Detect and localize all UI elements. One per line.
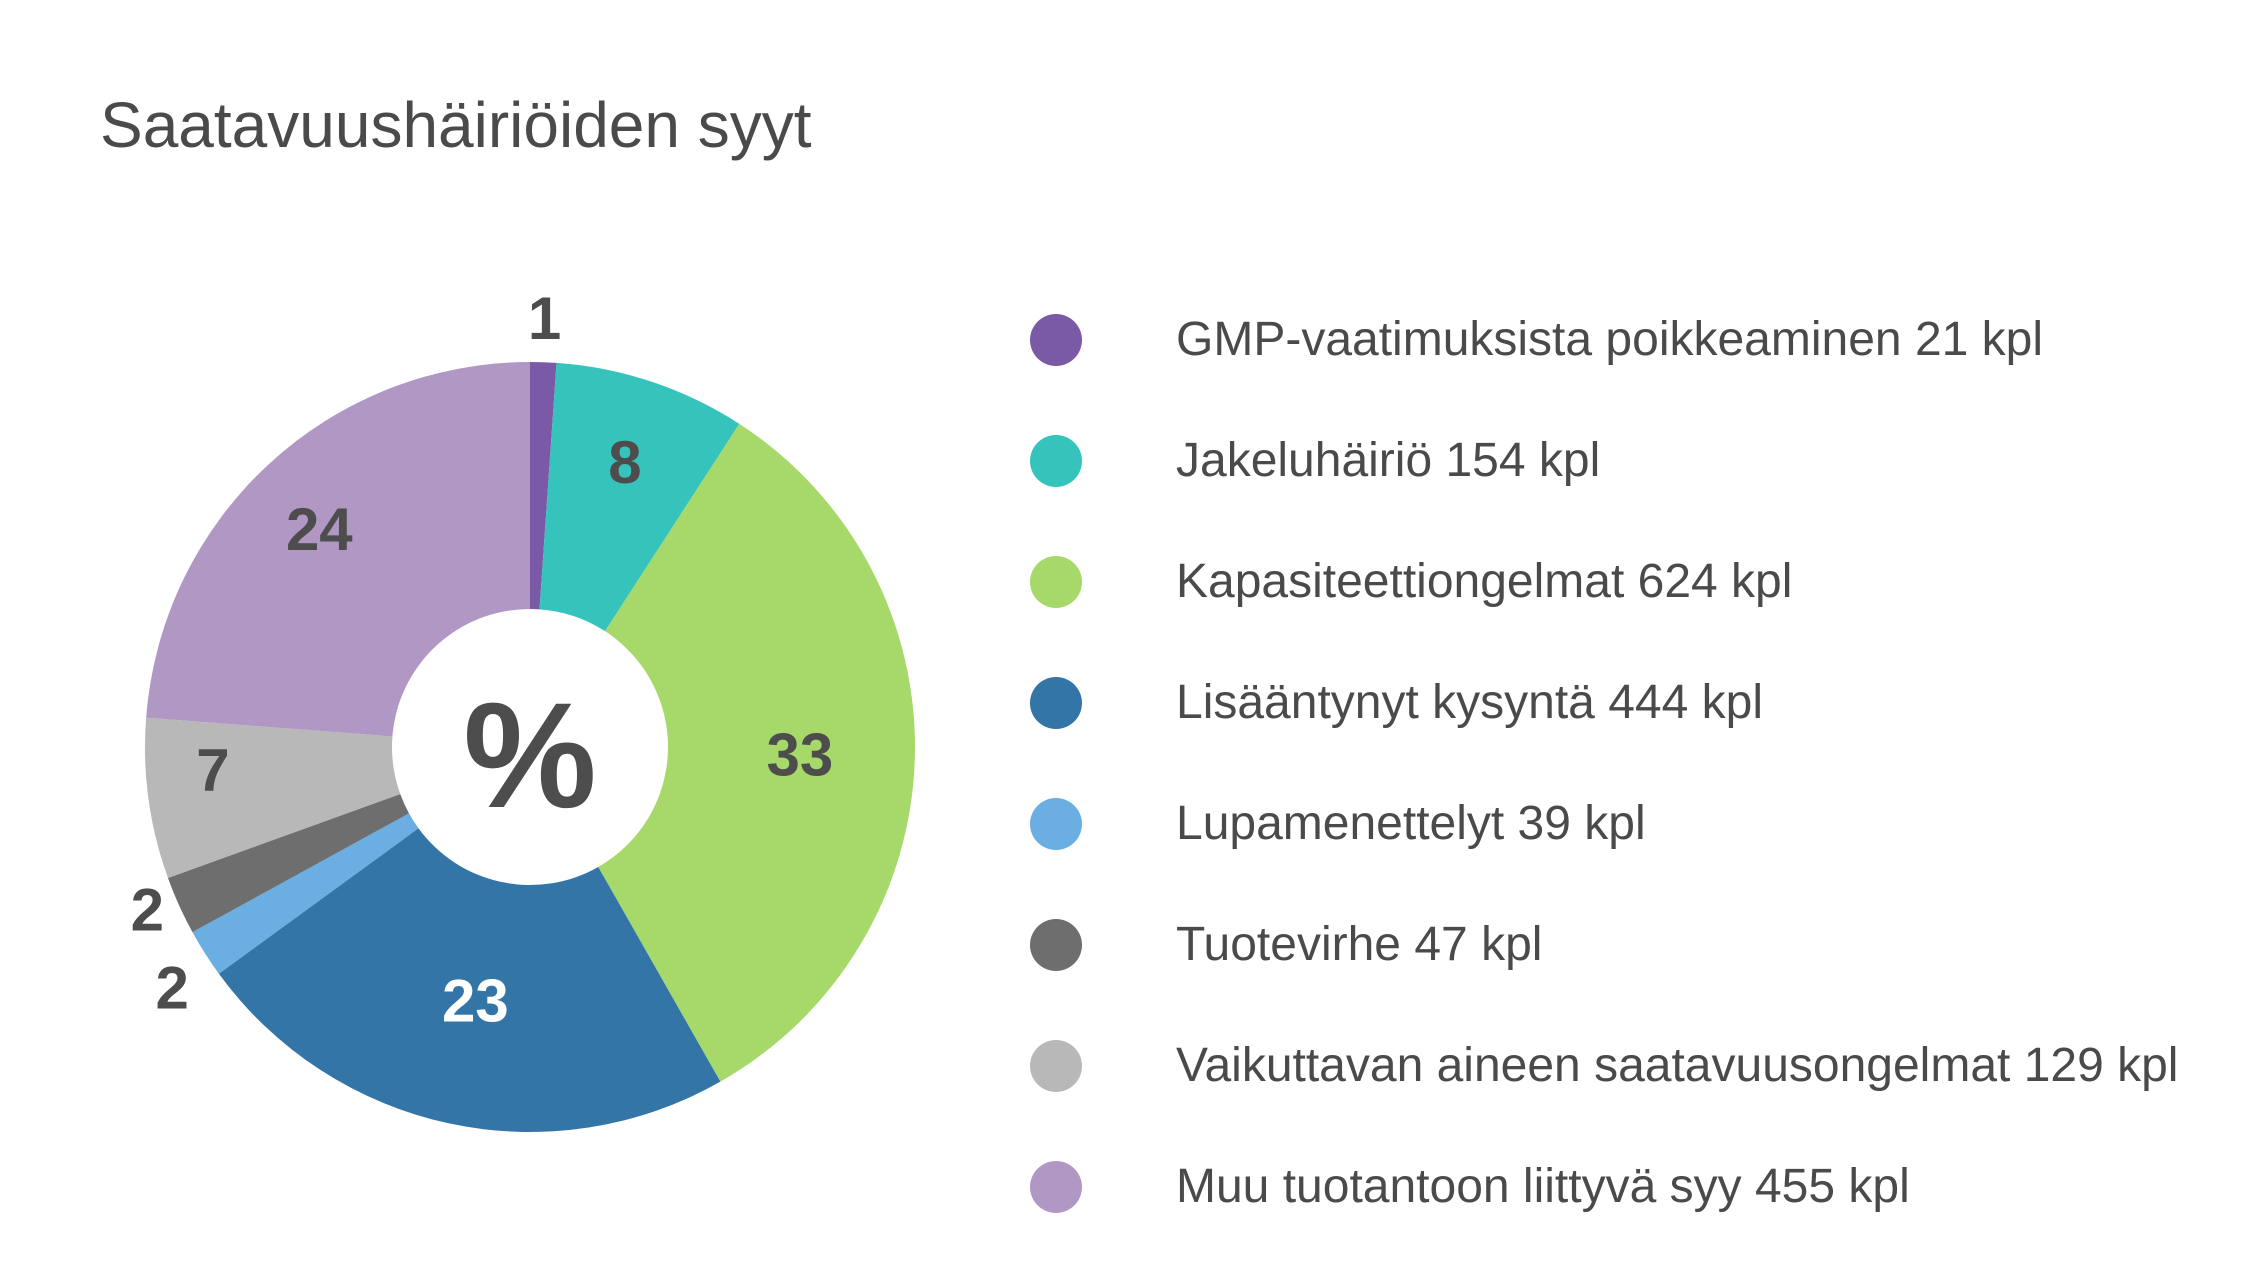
legend-item: GMP-vaatimuksista poikkeaminen 21 kpl bbox=[1030, 279, 2178, 400]
center-percent-symbol: % bbox=[463, 671, 596, 839]
slice-percent-label: 2 bbox=[131, 876, 164, 943]
legend-swatch bbox=[1030, 797, 1082, 850]
slice-percent-label: 2 bbox=[156, 954, 189, 1021]
legend-swatch bbox=[1030, 313, 1082, 366]
legend-item: Muu tuotantoon liittyvä syy 455 kpl bbox=[1030, 1126, 2178, 1247]
donut-slice bbox=[146, 362, 530, 737]
legend-item: Vaikuttavan aineen saatavuusongelmat 129… bbox=[1030, 1005, 2178, 1126]
slice-percent-label: 7 bbox=[196, 737, 229, 804]
chart-title: Saatavuushäiriöiden syyt bbox=[100, 89, 812, 161]
slice-labels: 1 8 33 23 2 2 7 24 bbox=[131, 285, 834, 1035]
legend-label: Kapasiteettiongelmat 624 kpl bbox=[1176, 555, 1793, 608]
legend-swatch bbox=[1030, 434, 1082, 487]
donut-chart: 1 8 33 23 2 2 7 24 % bbox=[131, 285, 915, 1132]
donut-slice bbox=[192, 813, 419, 974]
donut-slices bbox=[145, 362, 915, 1132]
slice-percent-label: 1 bbox=[528, 285, 561, 352]
legend-item: Kapasiteettiongelmat 624 kpl bbox=[1030, 521, 2178, 642]
legend-label: Muu tuotantoon liittyvä syy 455 kpl bbox=[1176, 1160, 1910, 1213]
legend-item: Jakeluhäiriö 154 kpl bbox=[1030, 400, 2178, 521]
legend-label: Lisääntynyt kysyntä 444 kpl bbox=[1176, 676, 1763, 729]
legend-label: Lupamenettelyt 39 kpl bbox=[1176, 797, 1646, 850]
donut-slice bbox=[530, 362, 557, 610]
donut-slice bbox=[598, 423, 915, 1082]
legend-label: Jakeluhäiriö 154 kpl bbox=[1176, 434, 1601, 487]
legend-item: Tuotevirhe 47 kpl bbox=[1030, 884, 2178, 1005]
slice-percent-label: 33 bbox=[767, 721, 834, 788]
donut-slice bbox=[145, 717, 401, 879]
legend-label: GMP-vaatimuksista poikkeaminen 21 kpl bbox=[1176, 313, 2044, 366]
legend: GMP-vaatimuksista poikkeaminen 21 kpl Jak… bbox=[1030, 279, 2178, 1247]
legend-item: Lupamenettelyt 39 kpl bbox=[1030, 763, 2178, 884]
donut-slice bbox=[167, 793, 410, 933]
donut-slice bbox=[218, 828, 721, 1132]
legend-swatch bbox=[1030, 1160, 1082, 1213]
legend-swatch bbox=[1030, 555, 1082, 608]
slice-percent-label: 8 bbox=[608, 429, 641, 496]
donut-slice bbox=[539, 362, 740, 632]
legend-swatch bbox=[1030, 1039, 1082, 1092]
legend-swatch bbox=[1030, 676, 1082, 729]
legend-label: Tuotevirhe 47 kpl bbox=[1176, 918, 1543, 971]
legend-swatch bbox=[1030, 918, 1082, 971]
slice-percent-label: 24 bbox=[286, 496, 353, 563]
slice-percent-label: 23 bbox=[442, 968, 509, 1035]
legend-label: Vaikuttavan aineen saatavuusongelmat 129… bbox=[1176, 1039, 2179, 1092]
legend-item: Lisääntynyt kysyntä 444 kpl bbox=[1030, 642, 2178, 763]
